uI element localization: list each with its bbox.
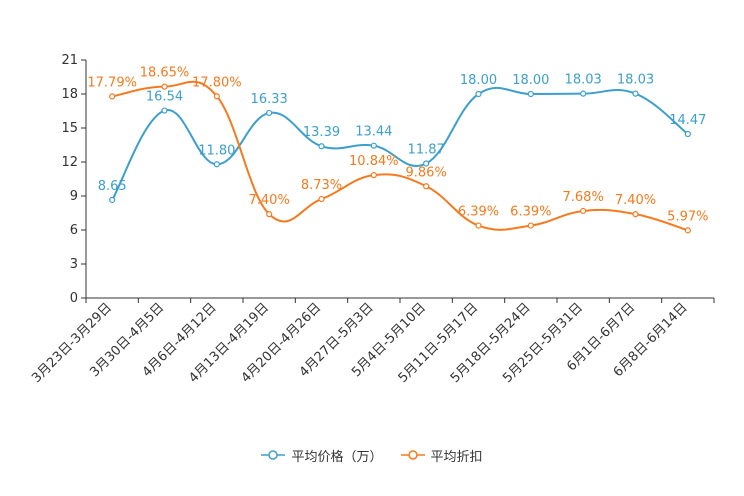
y-tick-label: 18 — [61, 87, 78, 102]
data-point — [580, 90, 587, 97]
legend-item-price[interactable]: 平均价格（万） — [261, 446, 383, 465]
data-label: 13.39 — [303, 125, 340, 140]
data-label: 18.00 — [460, 73, 497, 88]
data-point — [161, 83, 168, 90]
data-label: 17.80% — [192, 75, 242, 90]
data-label: 18.03 — [565, 73, 602, 88]
data-label: 18.03 — [617, 73, 654, 88]
data-label: 18.65% — [140, 66, 190, 81]
data-point — [475, 222, 482, 229]
data-point — [527, 90, 534, 98]
y-tick-label: 6 — [70, 223, 78, 238]
y-tick-label: 12 — [61, 155, 78, 170]
y-tick-label: 15 — [61, 121, 78, 136]
legend: 平均价格（万） 平均折扣 — [0, 444, 744, 466]
data-point — [580, 207, 587, 215]
data-label: 11.80 — [198, 143, 235, 158]
data-label: 16.33 — [251, 92, 288, 107]
data-point — [684, 227, 691, 234]
data-label: 10.84% — [349, 154, 399, 169]
y-tick-label: 21 — [61, 53, 78, 68]
data-labels-layer: 8.65 16.54 11.80 16.33 13.39 13.44 11.87 18.00 1… — [87, 66, 708, 225]
data-label: 9.86% — [406, 165, 447, 180]
data-point — [632, 90, 639, 97]
legend-item-discount[interactable]: 平均折扣 — [400, 446, 483, 465]
data-label: 17.79% — [87, 75, 137, 90]
data-point — [632, 211, 639, 218]
data-label: 7.40% — [249, 193, 290, 208]
y-tick-label: 9 — [70, 189, 78, 204]
data-label: 16.54 — [146, 90, 183, 105]
legend-price-label: 平均价格（万） — [291, 449, 383, 465]
y-tick-label: 3 — [70, 257, 78, 272]
data-point — [370, 142, 377, 149]
data-point — [318, 143, 325, 150]
data-point — [684, 130, 691, 138]
data-point — [109, 196, 116, 204]
data-point — [423, 160, 430, 167]
data-label: 14.47 — [669, 113, 706, 128]
data-label: 5.97% — [667, 209, 708, 224]
data-point — [318, 195, 325, 203]
legend-discount-icon — [400, 450, 425, 460]
line-chart: 0369121518213月23日-3月29日3月30日-4月5日4月6日-4月… — [29, 53, 715, 386]
data-point — [527, 222, 534, 229]
data-point — [161, 107, 168, 114]
data-label: 7.40% — [615, 193, 656, 208]
data-point — [266, 211, 273, 218]
axes: 0369121518213月23日-3月29日3月30日-4月5日4月6日-4月… — [29, 53, 715, 386]
data-label: 13.44 — [355, 125, 392, 140]
data-label: 6.39% — [510, 205, 551, 220]
data-point — [213, 93, 220, 100]
data-label: 11.87 — [408, 142, 445, 157]
data-label: 6.39% — [458, 205, 499, 220]
data-label: 8.65 — [98, 179, 127, 194]
data-point — [109, 93, 116, 100]
data-label: 8.73% — [301, 178, 342, 193]
data-point — [370, 172, 377, 179]
data-label: 18.00 — [512, 73, 549, 88]
data-point — [475, 90, 482, 98]
data-point — [423, 183, 430, 190]
data-point — [266, 109, 273, 117]
series-layer — [109, 80, 691, 234]
legend-discount-label: 平均折扣 — [430, 449, 483, 465]
y-tick-label: 0 — [70, 291, 78, 306]
data-point — [213, 161, 220, 168]
data-label: 7.68% — [563, 190, 604, 205]
legend-price-icon — [261, 450, 286, 460]
